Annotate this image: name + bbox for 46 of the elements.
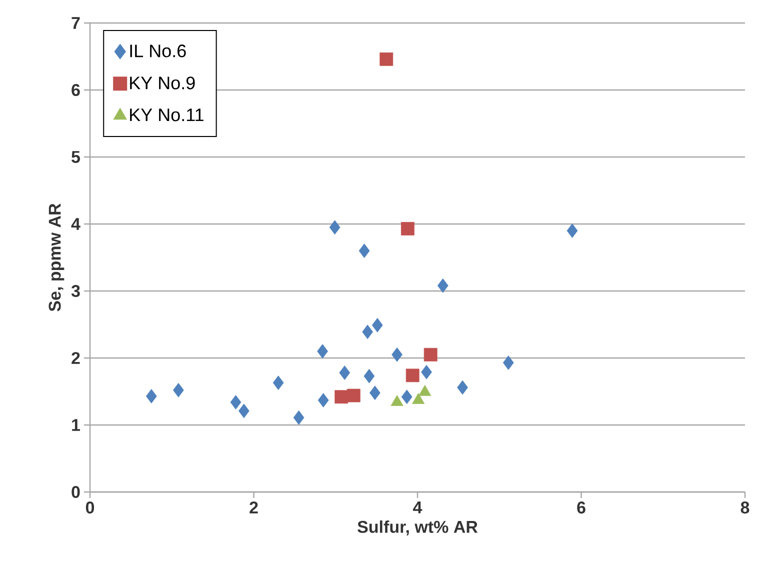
x-tick-label: 8 <box>740 502 750 514</box>
legend-label: KY No.9 <box>130 76 195 90</box>
point <box>329 220 340 235</box>
point <box>457 380 468 395</box>
y-axis-title: Se, ppmw AR <box>48 204 64 312</box>
x-tick-label: 4 <box>413 502 422 514</box>
point <box>400 222 414 236</box>
y-tick-label: 0 <box>72 486 80 498</box>
point <box>230 395 242 410</box>
y-tick-label: 2 <box>72 352 80 364</box>
point <box>238 404 250 418</box>
y-tick-label: 4 <box>71 218 80 230</box>
point <box>372 318 383 332</box>
point <box>502 355 514 370</box>
point <box>566 224 578 238</box>
point <box>369 386 380 400</box>
y-tick-label: 1 <box>72 419 80 431</box>
x-tick-label: 0 <box>86 502 94 514</box>
point <box>293 410 304 425</box>
point <box>406 368 420 382</box>
point <box>364 368 375 384</box>
point <box>437 278 448 293</box>
point <box>334 390 348 404</box>
point <box>392 347 402 362</box>
point <box>272 376 284 390</box>
y-tick-label: 3 <box>71 284 80 298</box>
point <box>401 390 412 404</box>
x-tick-label: 2 <box>250 502 258 514</box>
point <box>339 366 350 380</box>
y-tick-label: 7 <box>72 17 80 29</box>
point <box>172 382 184 398</box>
legend-label: KY No.11 <box>130 108 204 122</box>
y-tick-label: 5 <box>72 151 80 163</box>
point <box>318 393 329 408</box>
point <box>346 388 360 402</box>
point <box>424 348 438 362</box>
point <box>358 244 370 258</box>
point <box>362 324 374 340</box>
x-axis-title: Sulfur, wt% AR <box>358 520 478 536</box>
y-tick-label: 6 <box>72 84 80 96</box>
legend-label: IL No.6 <box>130 44 186 58</box>
point <box>421 364 432 380</box>
x-tick-label: 6 <box>577 502 586 514</box>
point <box>380 52 394 66</box>
point <box>317 344 328 358</box>
point <box>146 388 157 404</box>
